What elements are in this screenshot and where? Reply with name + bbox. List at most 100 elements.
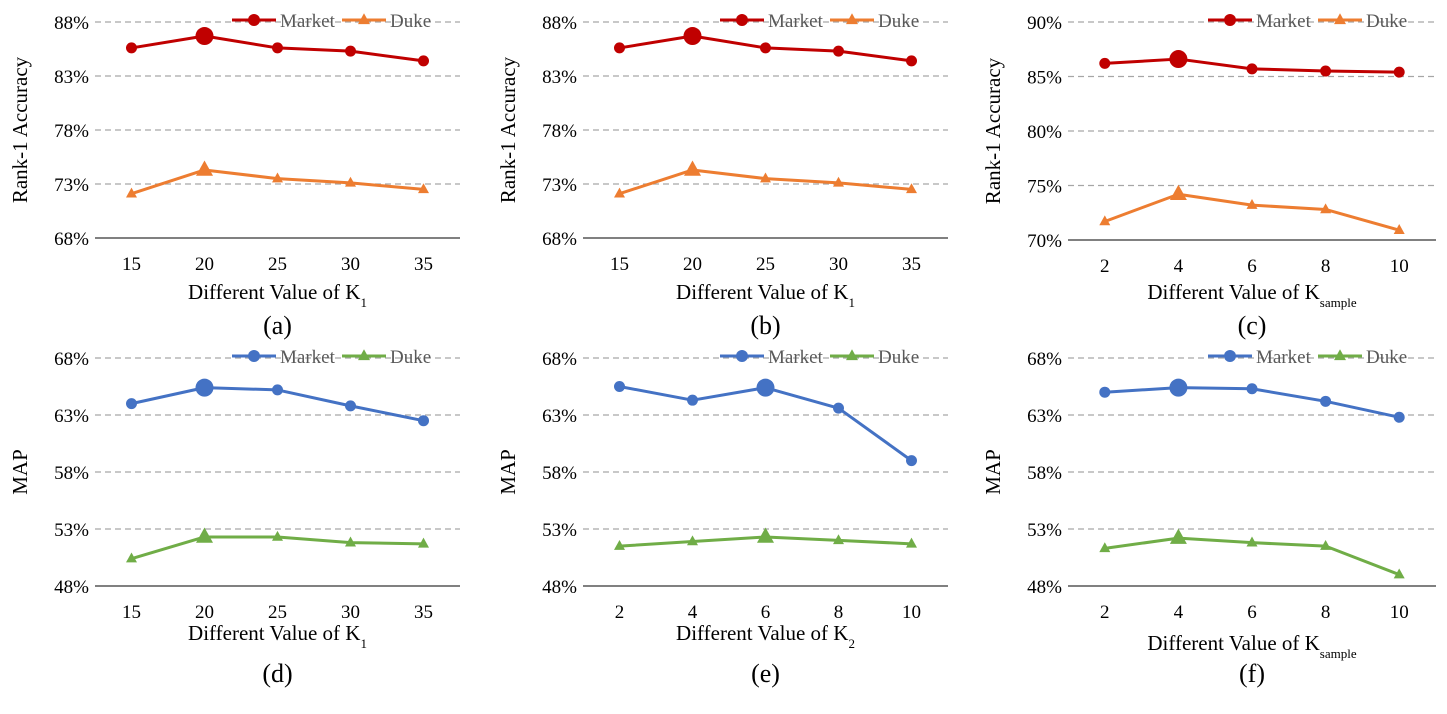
y-tick-label: 58% — [1027, 463, 1062, 484]
x-tick-label: 10 — [902, 602, 921, 623]
data-point-market — [833, 402, 844, 414]
x-axis-label-main: Different Value of K — [188, 621, 360, 645]
x-axis-label-subscript: sample — [1320, 295, 1357, 310]
data-point-duke — [833, 534, 844, 545]
x-axis-label-subscript: 2 — [848, 636, 855, 651]
series-line-market — [619, 385, 913, 462]
chart-panel-1: 68% 73% 78% 83% 88% 15 20 25 30 35 Rank-1 Accuracy… — [8, 11, 460, 340]
chart-panel-4: 48% 53% 58% 63% 68% 15 20 25 30 35 MAP Different Va… — [8, 347, 460, 688]
data-point-duke — [1393, 568, 1405, 579]
y-tick-label: 78% — [542, 121, 577, 142]
data-point-market — [906, 55, 917, 67]
data-point-market — [614, 381, 625, 392]
data-point-duke — [345, 536, 356, 547]
y-tick-label: 53% — [54, 520, 89, 541]
y-tick-label: 68% — [542, 229, 577, 250]
x-tick-label: 6 — [1247, 256, 1257, 277]
legend-marker — [1334, 349, 1346, 361]
data-point-market — [195, 378, 214, 397]
data-point-duke — [345, 176, 356, 187]
data-point-market — [614, 42, 625, 54]
legend-entry-duke: Duke — [342, 11, 431, 32]
y-tick-label: 83% — [54, 67, 89, 88]
y-tick-label: 58% — [542, 463, 577, 484]
panel-label: (f) — [1239, 659, 1265, 688]
data-point-market — [1393, 411, 1405, 423]
data-point-market — [833, 45, 844, 57]
data-point-duke — [1393, 224, 1405, 234]
legend-entry-market: Market — [720, 11, 824, 32]
x-tick-label: 30 — [341, 602, 360, 623]
data-point-duke — [757, 527, 774, 543]
x-axis-label: Different Value of Ksample — [1147, 280, 1356, 310]
y-tick-label: 63% — [542, 406, 577, 427]
x-axis-label-main: Different Value of K — [1147, 631, 1319, 655]
data-point-duke — [196, 527, 213, 543]
data-point-market — [345, 45, 356, 57]
data-point-duke — [418, 537, 429, 548]
x-tick-label: 8 — [1321, 256, 1331, 277]
legend-marker — [736, 350, 748, 362]
legend-label: Duke — [390, 11, 431, 32]
data-point-duke — [833, 176, 844, 187]
data-point-duke — [126, 187, 137, 198]
data-point-duke — [1169, 528, 1187, 544]
legend-marker — [846, 349, 858, 361]
x-tick-label: 4 — [1174, 602, 1184, 623]
x-tick-label: 6 — [761, 602, 771, 623]
legend-label: Duke — [878, 347, 919, 368]
legend-marker — [846, 13, 858, 25]
y-axis-label: MAP — [8, 449, 32, 495]
y-tick-label: 53% — [542, 520, 577, 541]
data-point-duke — [684, 160, 701, 176]
chart-panel-2: 68% 73% 78% 83% 88% 15 20 25 30 35 Rank-1 Accuracy… — [496, 11, 948, 340]
data-point-duke — [196, 160, 213, 176]
data-point-duke — [906, 537, 917, 548]
x-tick-label: 10 — [1390, 256, 1409, 277]
data-point-duke — [1169, 184, 1187, 201]
x-tick-label: 15 — [610, 254, 629, 275]
data-point-duke — [272, 530, 283, 541]
data-point-market — [272, 384, 283, 396]
data-point-duke — [1320, 203, 1332, 214]
data-point-market — [906, 455, 917, 467]
legend-label: Market — [1256, 347, 1312, 368]
panel-label: (a) — [263, 311, 292, 340]
panel-label: (c) — [1238, 311, 1267, 340]
legend-entry-market: Market — [232, 347, 336, 368]
y-tick-label: 63% — [1027, 406, 1062, 427]
x-tick-label: 2 — [1100, 602, 1110, 623]
y-axis-label: Rank-1 Accuracy — [8, 56, 32, 203]
x-tick-label: 25 — [756, 254, 775, 275]
data-point-duke — [760, 172, 771, 183]
x-axis-label-subscript: 1 — [360, 636, 367, 651]
x-axis-label: Different Value of K2 — [676, 621, 855, 651]
x-tick-label: 8 — [1321, 602, 1331, 623]
y-tick-label: 58% — [54, 463, 89, 484]
legend-label: Market — [768, 347, 824, 368]
y-tick-label: 90% — [1027, 13, 1062, 34]
legend-label: Market — [280, 11, 336, 32]
x-axis-label: Different Value of K1 — [188, 280, 367, 310]
legend-entry-duke: Duke — [830, 11, 919, 32]
y-tick-label: 48% — [1027, 577, 1062, 598]
data-point-duke — [272, 172, 283, 183]
x-tick-label: 4 — [688, 602, 698, 623]
data-point-duke — [1246, 536, 1258, 547]
panel-label: (d) — [262, 659, 292, 688]
data-point-market — [1246, 63, 1258, 75]
data-point-market — [272, 42, 283, 54]
data-point-duke — [1099, 542, 1111, 553]
data-point-duke — [418, 183, 429, 194]
legend-marker — [358, 13, 370, 25]
data-point-market — [1099, 57, 1111, 69]
data-point-duke — [614, 539, 625, 550]
legend-entry-duke: Duke — [1318, 347, 1407, 368]
data-point-duke — [1099, 215, 1111, 226]
y-tick-label: 53% — [1027, 520, 1062, 541]
x-tick-label: 35 — [414, 254, 433, 275]
y-tick-label: 70% — [1027, 231, 1062, 252]
y-tick-label: 73% — [54, 175, 89, 196]
data-point-market — [1169, 50, 1188, 69]
x-tick-label: 20 — [683, 254, 702, 275]
